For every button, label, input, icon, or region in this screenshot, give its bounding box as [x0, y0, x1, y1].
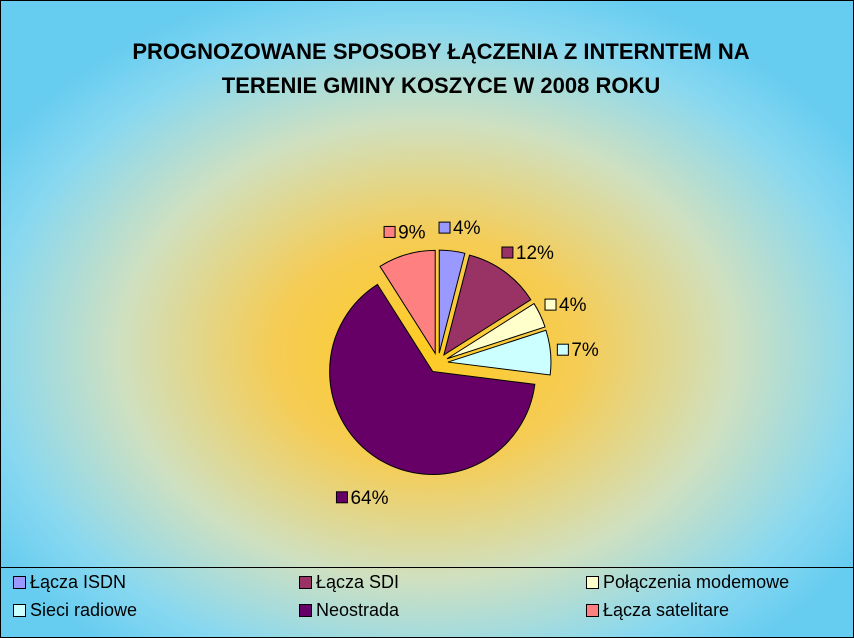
legend-label: Łącza ISDN — [30, 572, 127, 592]
data-label: 12% — [516, 243, 554, 264]
legend-swatch — [299, 604, 312, 617]
legend: Łącza ISDN Łącza SDI Połączenia modemowe Si… — [1, 567, 853, 637]
legend-label: Łącza SDI — [316, 572, 400, 592]
legend-item: Połączenia modemowe — [586, 572, 789, 593]
legend-item: Sieci radiowe — [13, 600, 137, 621]
pie-slice — [379, 249, 436, 356]
legend-swatch — [586, 604, 599, 617]
legend-item: Łącza ISDN — [13, 572, 126, 593]
label-swatch — [556, 343, 569, 356]
chart-title: PROGNOZOWANE SPOSOBY ŁĄCZENIA Z INTERNTE… — [132, 39, 750, 98]
pie-slice — [329, 283, 536, 475]
data-label: 4% — [453, 218, 481, 239]
legend-item: Łącza SDI — [299, 572, 399, 593]
data-label: 64% — [350, 488, 388, 509]
data-label: 9% — [398, 222, 426, 243]
legend-swatch — [299, 576, 312, 589]
legend-swatch — [13, 576, 26, 589]
legend-label: Sieci radiowe — [30, 600, 138, 620]
pie-slice — [447, 329, 552, 376]
label-swatch — [438, 221, 451, 234]
legend-swatch — [586, 576, 599, 589]
pie-slice — [443, 254, 532, 357]
data-label: 7% — [571, 340, 599, 361]
legend-item: Łącza satelitare — [586, 600, 729, 621]
legend-label: Połączenia modemowe — [603, 572, 790, 592]
legend-label: Łącza satelitare — [603, 600, 730, 620]
label-swatch — [501, 246, 514, 259]
pie-area: 4% 12% 4% 7% 64% 9% — [329, 218, 599, 509]
label-swatch — [383, 225, 396, 238]
data-label: 4% — [559, 295, 587, 316]
legend-swatch — [13, 604, 26, 617]
pie-slice — [446, 302, 546, 360]
pie-slice — [438, 249, 466, 354]
label-swatch — [544, 298, 557, 311]
legend-label: Neostrada — [316, 600, 400, 620]
label-swatch — [335, 491, 348, 504]
legend-item: Neostrada — [299, 600, 399, 621]
